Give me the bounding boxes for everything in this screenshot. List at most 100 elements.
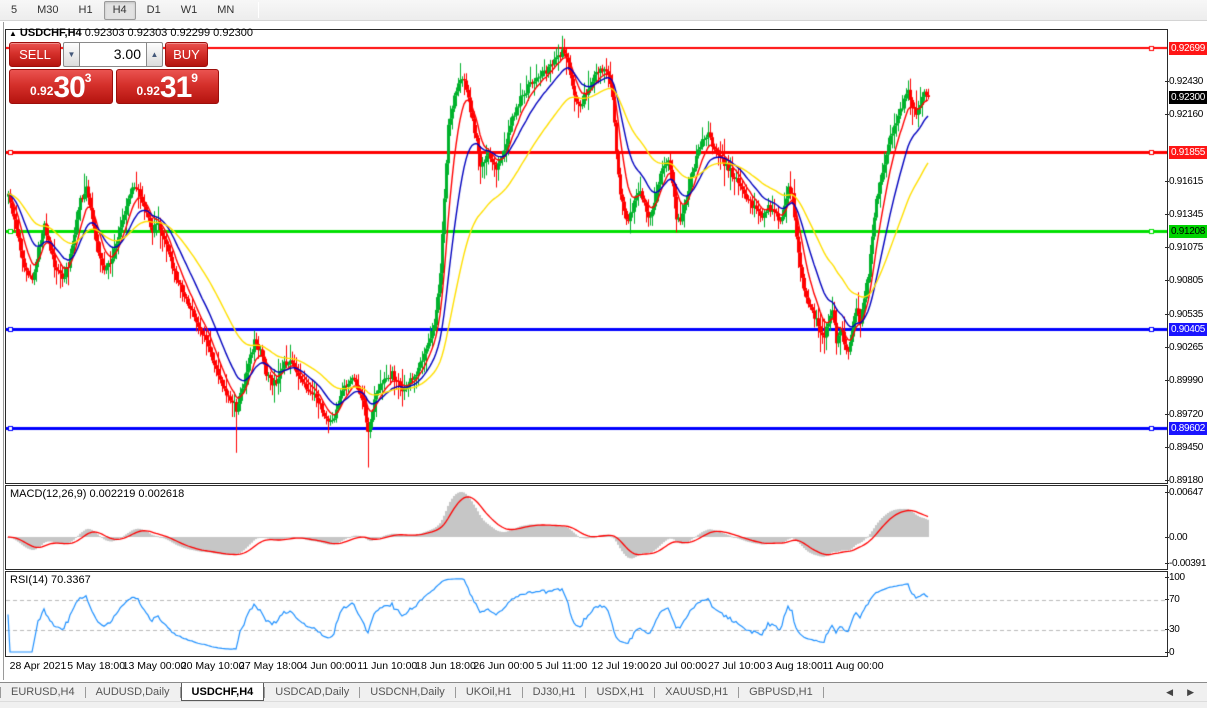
- time-axis-label: 28 Apr 2021: [9, 660, 67, 672]
- sell-price-quote[interactable]: 0.92 30 3: [9, 69, 113, 104]
- price-axis-tick: 0.89990: [1165, 374, 1207, 387]
- collapse-panel-icon[interactable]: ▲: [9, 29, 17, 38]
- tab-separator: [264, 686, 266, 698]
- price-axis-badge: 0.91208: [1169, 224, 1207, 238]
- tab-separator: [822, 686, 824, 698]
- price-axis[interactable]: 0.92430 0.92160 0.91615 0.91345 0.91075 0.908…: [1165, 29, 1207, 486]
- chart-tab-dj30-h1[interactable]: DJ30,H1: [532, 686, 576, 698]
- rsi-axis-tick: 70: [1165, 593, 1207, 606]
- macd-axis-tick: 0.00647: [1165, 486, 1207, 499]
- chart-tab-usdx-h1[interactable]: USDX,H1: [596, 686, 645, 698]
- tick-mark: [1165, 537, 1169, 538]
- tab-scroll-left-icon[interactable]: ◀: [1166, 686, 1174, 697]
- tab-separator: [521, 686, 523, 698]
- volume-input[interactable]: 3.00: [80, 42, 146, 67]
- time-axis-label: 11 Jun 10:00: [357, 660, 418, 672]
- price-axis-badge: 0.89602: [1169, 422, 1207, 435]
- rsi-label: RSI(14) 70.3367: [10, 574, 91, 586]
- tick-mark: [1165, 479, 1169, 481]
- price-axis-badge: 0.91855: [1169, 145, 1207, 159]
- macd-axis-tick: 0.00: [1165, 531, 1207, 544]
- timeframe-toolbar: 5 M30 H1 H4 D1 W1 MN: [0, 0, 1207, 21]
- tab-separator: [738, 686, 740, 698]
- timeframe-button-h1[interactable]: H1: [78, 3, 93, 16]
- timeframe-button-w1[interactable]: W1: [180, 3, 198, 16]
- tick-mark: [1165, 181, 1169, 182]
- tab-scroll-controls: ◀ ▶: [1159, 683, 1207, 701]
- tick-mark: [1165, 313, 1169, 315]
- tab-separator: [654, 686, 656, 698]
- chart-tab-eurusd-h4[interactable]: EURUSD,H4: [11, 686, 75, 698]
- tick-mark: [1165, 280, 1169, 282]
- tab-separator: [585, 686, 587, 698]
- tick-mark: [1165, 599, 1169, 600]
- timeframe-button-h4[interactable]: H4: [103, 0, 136, 20]
- price-axis-tick: 0.90265: [1165, 341, 1207, 354]
- price-axis-tick: 0.91345: [1165, 208, 1207, 221]
- timeframe-button-d1[interactable]: D1: [146, 3, 161, 16]
- price-axis-badge: 0.92300: [1169, 90, 1207, 104]
- chart-header: ▲ USDCHF,H4 0.92303 0.92303 0.92299 0.923…: [9, 27, 253, 39]
- price-axis-tick: 0.90535: [1165, 308, 1207, 321]
- chart-tab-ukoil-h1[interactable]: UKOil,H1: [465, 686, 512, 698]
- volume-decrease-button[interactable]: ▼: [63, 42, 80, 67]
- price-axis-tick: 0.92430: [1165, 75, 1207, 88]
- chart-tab-usdcnh-daily[interactable]: USDCNH,Daily: [370, 686, 445, 698]
- price-axis-badge: 0.92699: [1169, 42, 1207, 55]
- toolbar-separator: [258, 2, 260, 18]
- price-chart-panel: [5, 29, 1168, 484]
- price-axis-tick: 0.89450: [1165, 441, 1207, 454]
- time-axis-label: 27 May 18:00: [239, 660, 303, 672]
- chart-tab-gbpusd-h1[interactable]: GBPUSD,H1: [749, 686, 813, 698]
- main-chart-canvas[interactable]: [6, 30, 1167, 483]
- tick-mark: [1165, 446, 1169, 448]
- tab-scroll-right-icon[interactable]: ▶: [1187, 686, 1194, 697]
- rsi-axis-tick: 0: [1165, 646, 1207, 659]
- price-axis-tick: 0.91075: [1165, 241, 1207, 254]
- chart-tab-usdcad-daily[interactable]: USDCAD,Daily: [275, 686, 350, 698]
- buy-price-sup: 9: [191, 71, 198, 85]
- time-axis-label: 11 Aug 00:00: [822, 660, 884, 672]
- buy-price-quote[interactable]: 0.92 31 9: [115, 69, 219, 104]
- status-bar: [0, 701, 1207, 708]
- tick-mark: [1165, 81, 1169, 82]
- rsi-canvas[interactable]: [6, 572, 1167, 656]
- macd-canvas[interactable]: [6, 486, 1167, 569]
- macd-label: MACD(12,26,9) 0.002219 0.002618: [10, 488, 185, 500]
- buy-button[interactable]: BUY: [165, 42, 208, 67]
- timeframe-button-5[interactable]: 5: [11, 3, 18, 16]
- chart-ohlc-values: 0.92303 0.92303 0.92299 0.92300: [84, 27, 253, 39]
- chart-tab-usdchf-h4[interactable]: USDCHF,H4: [180, 683, 265, 701]
- timeframe-button-m30[interactable]: M30: [37, 3, 59, 16]
- tick-mark: [1165, 492, 1169, 493]
- time-axis-label: 27 Jul 10:00: [707, 660, 766, 672]
- tick-mark: [1165, 114, 1169, 116]
- time-axis-label: 20 Jul 00:00: [649, 660, 707, 672]
- tick-mark: [1165, 413, 1169, 415]
- tab-separator: [0, 686, 1, 698]
- timeframe-button-mn[interactable]: MN: [217, 3, 235, 16]
- rsi-axis: 100 70 30 0: [1165, 571, 1207, 659]
- one-click-trade-panel: SELL ▼ 3.00 ▲ BUY 0.92 30 3 0.92 31 9: [9, 42, 219, 104]
- time-axis[interactable]: 28 Apr 2021 5 May 18:00 13 May 00:00 20 May…: [5, 659, 1168, 674]
- price-axis-tick: 0.91615: [1165, 175, 1207, 188]
- time-axis-label: 4 Jun 00:00: [301, 660, 357, 672]
- sell-button[interactable]: SELL: [9, 42, 61, 67]
- chart-symbol-label: USDCHF,H4: [19, 27, 82, 39]
- rsi-axis-tick: 100: [1165, 571, 1207, 584]
- sell-price-sup: 3: [84, 71, 92, 85]
- time-axis-label: 20 May 10:00: [180, 660, 245, 672]
- buy-price-big: 31: [159, 71, 192, 104]
- tick-mark: [1165, 652, 1169, 653]
- chart-window-border: [3, 22, 4, 680]
- time-axis-label: 5 May 18:00: [67, 660, 126, 672]
- macd-axis-tick: -0.00391: [1165, 557, 1207, 570]
- time-axis-label: 13 May 00:00: [122, 660, 187, 672]
- chart-tab-audusd-daily[interactable]: AUDUSD,Daily: [95, 686, 170, 698]
- volume-increase-button[interactable]: ▲: [146, 42, 163, 67]
- chart-tab-xauusd-h1[interactable]: XAUUSD,H1: [665, 686, 729, 698]
- price-axis-tick: 0.90805: [1165, 274, 1207, 287]
- tick-mark: [1165, 629, 1169, 630]
- tab-separator: [179, 686, 181, 698]
